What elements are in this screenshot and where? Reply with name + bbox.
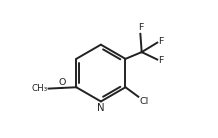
Text: Cl: Cl: [139, 97, 148, 106]
Text: N: N: [97, 103, 105, 113]
Text: O: O: [58, 78, 66, 87]
Text: F: F: [158, 56, 164, 65]
Text: CH₃: CH₃: [32, 84, 48, 93]
Text: F: F: [158, 37, 164, 47]
Text: F: F: [138, 23, 143, 32]
